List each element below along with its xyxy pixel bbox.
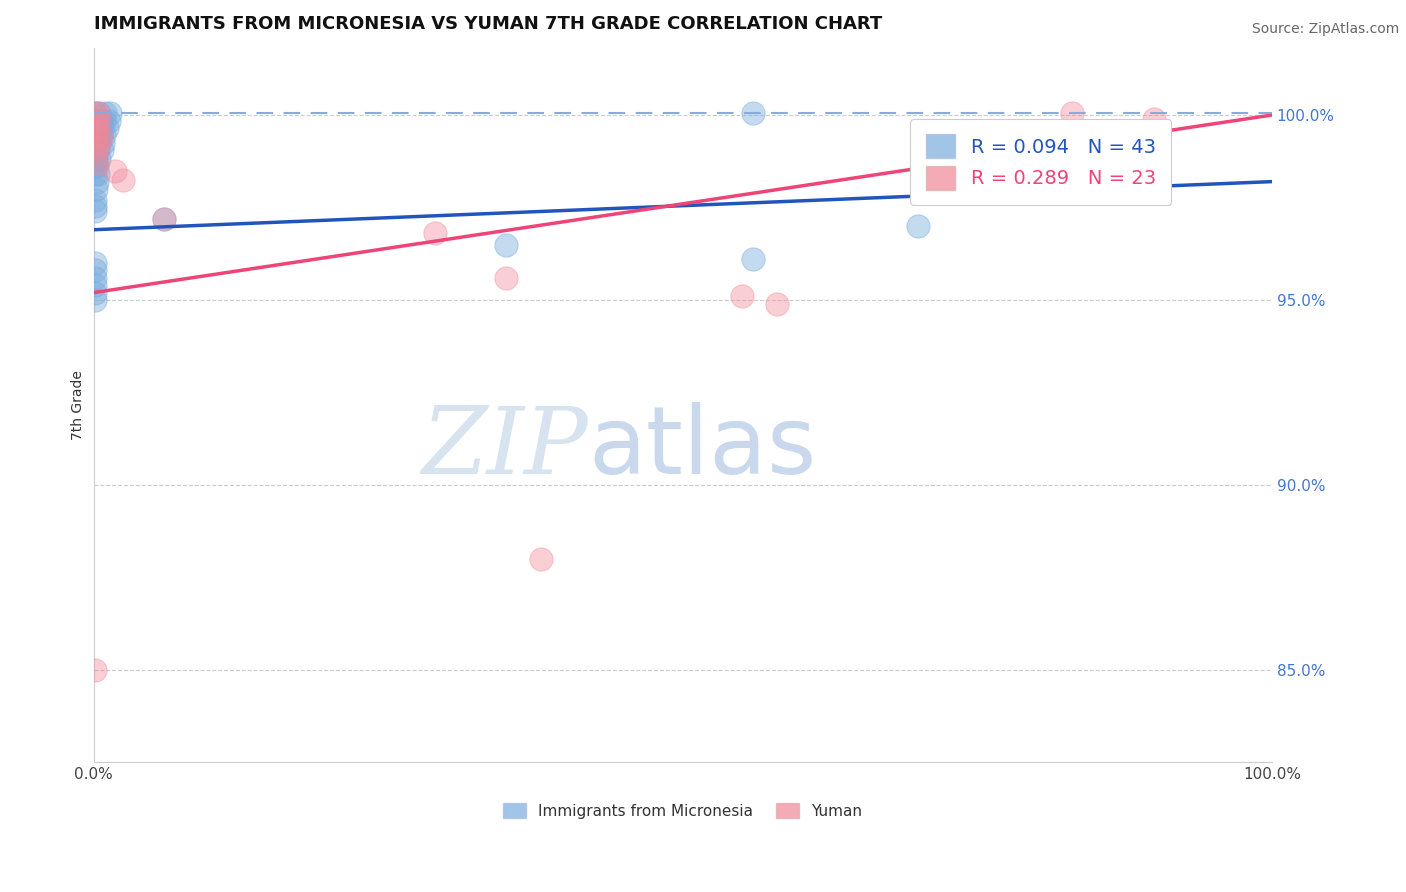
Point [83, 256, 105, 270]
Point [83, 193, 105, 207]
Point [83, 278, 105, 293]
Point [86, 156, 108, 170]
Point [91, 136, 114, 150]
Point [90, 120, 112, 135]
Point [1143, 112, 1166, 126]
Point [93, 113, 115, 128]
Point [89, 136, 111, 150]
Point [742, 252, 765, 267]
Point [83, 285, 105, 300]
Point [87, 167, 110, 181]
Point [84, 147, 107, 161]
Point [83, 167, 105, 181]
Point [84, 152, 107, 166]
Point [84, 136, 107, 150]
Point [87, 143, 110, 157]
Point [87, 123, 110, 137]
Point [84, 113, 107, 128]
Point [89, 106, 111, 120]
Legend: Immigrants from Micronesia, Yuman: Immigrants from Micronesia, Yuman [495, 795, 870, 826]
Point [86, 159, 108, 173]
Point [97, 113, 120, 128]
Point [1060, 106, 1083, 120]
Point [83, 263, 105, 277]
Point [86, 175, 108, 189]
Point [83, 663, 105, 677]
Point [96, 120, 118, 135]
Point [766, 296, 789, 310]
Point [153, 211, 176, 226]
Text: ZIP: ZIP [422, 403, 589, 493]
Text: Source: ZipAtlas.com: Source: ZipAtlas.com [1251, 22, 1399, 37]
Point [104, 163, 127, 178]
Point [742, 106, 765, 120]
Point [87, 106, 110, 120]
Point [83, 106, 105, 120]
Y-axis label: 7th Grade: 7th Grade [72, 370, 86, 441]
Point [89, 113, 111, 128]
Point [83, 120, 105, 135]
Point [530, 552, 553, 566]
Point [425, 227, 447, 241]
Point [83, 123, 105, 137]
Point [90, 130, 112, 145]
Point [83, 204, 105, 219]
Point [84, 130, 107, 145]
Point [83, 293, 105, 307]
Point [84, 182, 107, 196]
Point [89, 137, 111, 152]
Point [86, 128, 108, 143]
Point [112, 173, 135, 187]
Point [495, 270, 517, 285]
Point [93, 128, 115, 143]
Point [89, 152, 111, 166]
Text: atlas: atlas [589, 402, 817, 494]
Point [90, 143, 112, 157]
Point [907, 219, 929, 233]
Point [83, 199, 105, 213]
Point [84, 113, 107, 128]
Point [83, 137, 105, 152]
Point [495, 237, 517, 252]
Point [83, 106, 105, 120]
Point [90, 113, 112, 128]
Point [83, 143, 105, 157]
Point [83, 270, 105, 285]
Point [153, 211, 176, 226]
Point [90, 128, 112, 143]
Point [98, 106, 121, 120]
Text: IMMIGRANTS FROM MICRONESIA VS YUMAN 7TH GRADE CORRELATION CHART: IMMIGRANTS FROM MICRONESIA VS YUMAN 7TH … [94, 15, 882, 33]
Point [730, 289, 752, 303]
Point [87, 120, 110, 135]
Point [83, 159, 105, 173]
Point [94, 106, 117, 120]
